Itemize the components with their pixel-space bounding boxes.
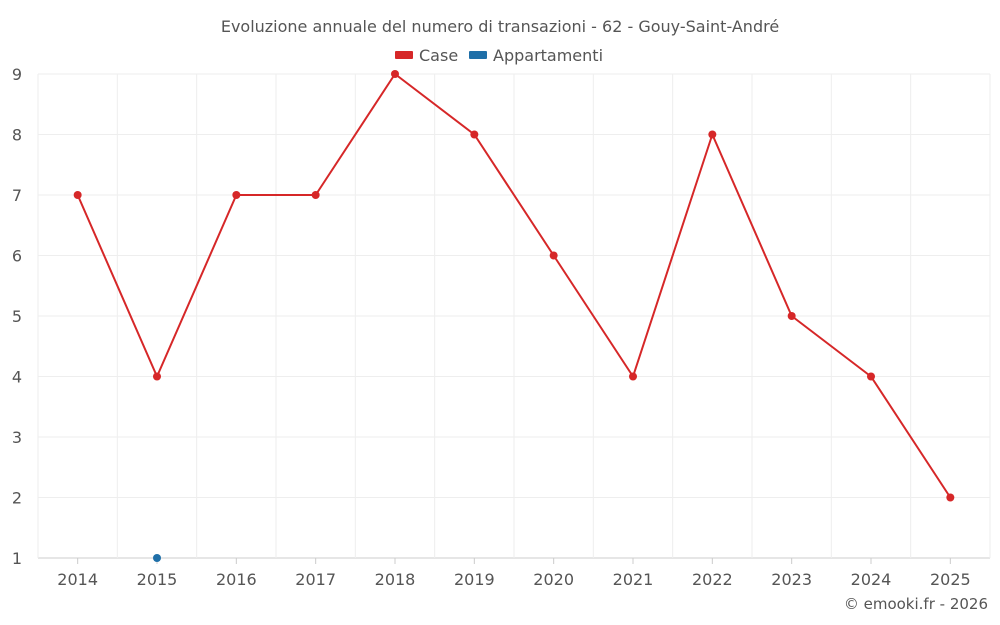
legend-swatch-case [395, 51, 413, 59]
data-point-case[interactable] [787, 312, 796, 320]
x-tick-label: 2021 [613, 570, 654, 589]
data-point-case[interactable] [391, 70, 399, 78]
series-layer [73, 70, 955, 562]
data-point-case[interactable] [549, 251, 558, 260]
legend-label-appartamenti: Appartamenti [493, 46, 603, 65]
chart-title: Evoluzione annuale del numero di transaz… [221, 17, 779, 36]
credit-text: © emooki.fr - 2026 [844, 595, 988, 613]
legend-item-case[interactable]: Case [395, 46, 458, 65]
y-tick-label: 3 [12, 428, 22, 447]
x-tick-label: 2025 [930, 570, 971, 589]
x-tick-label: 2022 [692, 570, 733, 589]
data-point-case[interactable] [73, 191, 82, 199]
x-tick-label: 2014 [57, 570, 98, 589]
data-point-case[interactable] [708, 130, 717, 139]
y-tick-label: 5 [12, 307, 22, 326]
data-point-case[interactable] [232, 191, 241, 199]
x-tick-label: 2020 [533, 570, 574, 589]
x-tick-label: 2023 [771, 570, 812, 589]
x-tick-label: 2017 [295, 570, 336, 589]
y-tick-label: 8 [12, 126, 22, 145]
data-point-case[interactable] [629, 372, 637, 381]
legend-item-appartamenti[interactable]: Appartamenti [469, 46, 603, 65]
legend-label-case: Case [419, 46, 458, 65]
y-tick-label: 9 [12, 65, 22, 84]
y-tick-label: 1 [12, 549, 22, 568]
x-tick-label: 2016 [216, 570, 257, 589]
y-tick-label: 4 [12, 368, 22, 387]
data-point-case[interactable] [867, 372, 875, 381]
x-tick-label: 2019 [454, 570, 495, 589]
data-point-case[interactable] [946, 493, 955, 502]
x-axis: 2014 2015 2016 2017 2018 2019 2020 2021 2022 2023… [57, 558, 971, 589]
data-point-appartamenti[interactable] [153, 554, 161, 562]
legend-swatch-appartamenti [469, 51, 487, 59]
data-point-case[interactable] [470, 130, 479, 139]
grid [37, 73, 991, 559]
y-tick-label: 7 [12, 186, 22, 205]
legend: Case Appartamenti [395, 46, 603, 65]
series-line-case [76, 73, 952, 499]
x-tick-label: 2018 [375, 570, 416, 589]
y-axis: 1 2 3 4 5 6 7 8 9 [12, 65, 22, 568]
x-tick-label: 2024 [851, 570, 892, 589]
data-point-case[interactable] [153, 372, 161, 381]
data-point-case[interactable] [311, 191, 320, 199]
x-tick-label: 2015 [137, 570, 178, 589]
y-tick-label: 6 [12, 247, 22, 266]
y-tick-label: 2 [12, 489, 22, 508]
